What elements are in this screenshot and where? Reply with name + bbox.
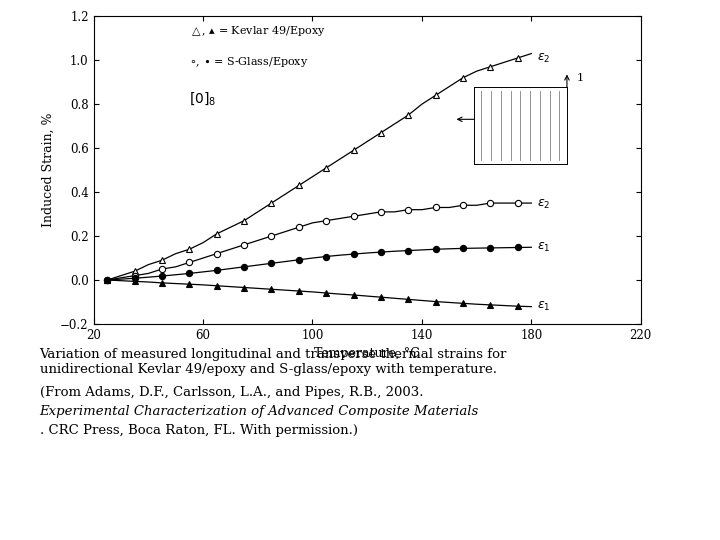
X-axis label: Temperature, °C: Temperature, °C: [315, 347, 420, 360]
Text: (From Adams, D.F., Carlsson, L.A., and Pipes, R.B., 2003.: (From Adams, D.F., Carlsson, L.A., and P…: [40, 386, 428, 399]
Text: $\epsilon_2$: $\epsilon_2$: [537, 198, 550, 211]
Y-axis label: Induced Strain, %: Induced Strain, %: [42, 113, 55, 227]
Text: 2: 2: [474, 129, 481, 139]
Text: $\epsilon_2$: $\epsilon_2$: [537, 51, 550, 64]
Text: $\epsilon_1$: $\epsilon_1$: [537, 240, 550, 254]
Text: Variation of measured longitudinal and transverse thermal strains for
unidirecti: Variation of measured longitudinal and t…: [40, 348, 507, 376]
Text: $\epsilon_1$: $\epsilon_1$: [537, 300, 550, 313]
Text: . CRC Press, Boca Raton, FL. With permission.): . CRC Press, Boca Raton, FL. With permis…: [40, 424, 358, 437]
Text: $\circ$, $\bullet$ = S-Glass/Epoxy: $\circ$, $\bullet$ = S-Glass/Epoxy: [189, 55, 309, 69]
Text: $\triangle$, $\blacktriangle$ = Kevlar 49/Epoxy: $\triangle$, $\blacktriangle$ = Kevlar 4…: [189, 24, 326, 38]
Text: 1: 1: [576, 73, 583, 83]
Text: $[0]_8$: $[0]_8$: [189, 90, 217, 107]
Text: Experimental Characterization of Advanced Composite Materials: Experimental Characterization of Advance…: [40, 405, 479, 418]
